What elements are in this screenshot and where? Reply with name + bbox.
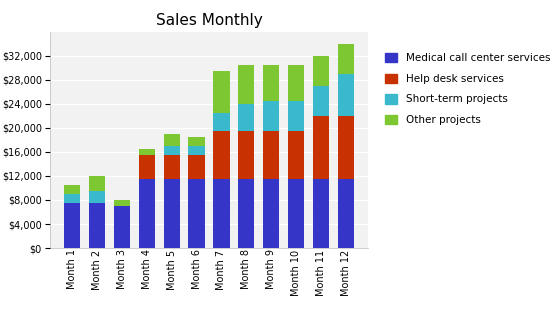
Bar bbox=[139, 155, 155, 179]
Bar bbox=[313, 179, 329, 248]
Bar bbox=[89, 191, 105, 203]
Bar bbox=[288, 101, 304, 131]
Bar bbox=[263, 101, 279, 131]
Bar bbox=[238, 65, 255, 104]
Bar bbox=[263, 65, 279, 101]
Bar bbox=[163, 146, 180, 155]
Bar bbox=[313, 56, 329, 86]
Bar bbox=[238, 131, 255, 179]
Bar bbox=[189, 179, 205, 248]
Bar bbox=[313, 116, 329, 179]
Bar bbox=[263, 131, 279, 179]
Bar bbox=[64, 203, 80, 248]
Bar bbox=[139, 149, 155, 155]
Bar bbox=[263, 179, 279, 248]
Text: Sales Monthly: Sales Monthly bbox=[156, 13, 262, 28]
Bar bbox=[189, 155, 205, 179]
Bar bbox=[313, 86, 329, 116]
Bar bbox=[213, 131, 229, 179]
Bar bbox=[89, 176, 105, 191]
Bar bbox=[64, 194, 80, 203]
Bar bbox=[338, 116, 354, 179]
Bar bbox=[338, 74, 354, 116]
Bar bbox=[163, 134, 180, 146]
Bar bbox=[288, 65, 304, 101]
Bar bbox=[288, 131, 304, 179]
Bar bbox=[89, 203, 105, 248]
Bar bbox=[238, 179, 255, 248]
Bar bbox=[213, 71, 229, 113]
Bar bbox=[213, 113, 229, 131]
Bar bbox=[163, 155, 180, 179]
Bar bbox=[338, 179, 354, 248]
Bar bbox=[163, 179, 180, 248]
Bar bbox=[238, 104, 255, 131]
Bar bbox=[189, 146, 205, 155]
Bar bbox=[338, 44, 354, 74]
Legend: Medical call center services, Help desk services, Short-term projects, Other pro: Medical call center services, Help desk … bbox=[384, 53, 550, 125]
Bar bbox=[64, 185, 80, 194]
Bar bbox=[213, 179, 229, 248]
Bar bbox=[139, 179, 155, 248]
Bar bbox=[189, 137, 205, 146]
Bar bbox=[114, 206, 130, 248]
Bar bbox=[288, 179, 304, 248]
Bar bbox=[114, 200, 130, 206]
